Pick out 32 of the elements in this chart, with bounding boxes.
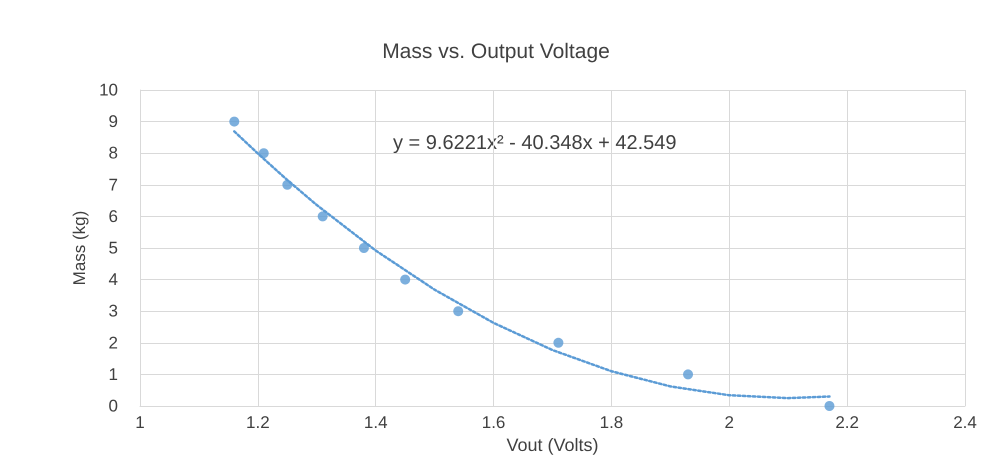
y-tick-label: 1 xyxy=(108,364,118,384)
chart-title: Mass vs. Output Voltage xyxy=(382,40,610,63)
x-tick-label: 1.8 xyxy=(600,413,624,432)
y-tick-label: 2 xyxy=(108,333,118,352)
point xyxy=(824,401,834,411)
point xyxy=(318,211,328,222)
y-tick-label: 10 xyxy=(99,80,118,100)
point xyxy=(358,243,369,253)
x-tick-label: 1.4 xyxy=(364,413,388,432)
y-tick-label: 5 xyxy=(108,238,118,258)
y-tick-label: 0 xyxy=(108,396,118,416)
x-tick-label: 2 xyxy=(724,413,734,432)
y-axis-title: Mass (kg) xyxy=(70,210,90,286)
point xyxy=(400,274,410,285)
point xyxy=(453,306,464,316)
point xyxy=(229,116,240,127)
x-tick-label: 2.4 xyxy=(953,413,977,432)
x-tick-label: 2.2 xyxy=(835,413,859,432)
y-tick-label: 8 xyxy=(108,144,118,163)
x-tick-label: 1.6 xyxy=(482,413,506,432)
point xyxy=(553,338,564,348)
point xyxy=(683,369,694,380)
y-tick-label: 3 xyxy=(108,302,118,321)
y-tick-label: 4 xyxy=(108,270,118,290)
x-tick-label: 1 xyxy=(135,413,145,432)
y-tick-label: 6 xyxy=(108,206,118,226)
line-series xyxy=(233,130,831,400)
annotation: y = 9.6221x² - 40.348x + 42.549 xyxy=(393,132,677,154)
y-tick-label: 9 xyxy=(108,112,118,132)
x-axis-title: Vout (Volts) xyxy=(506,435,599,455)
x-tick-label: 1.2 xyxy=(246,413,270,432)
y-tick-label: 7 xyxy=(108,175,118,194)
